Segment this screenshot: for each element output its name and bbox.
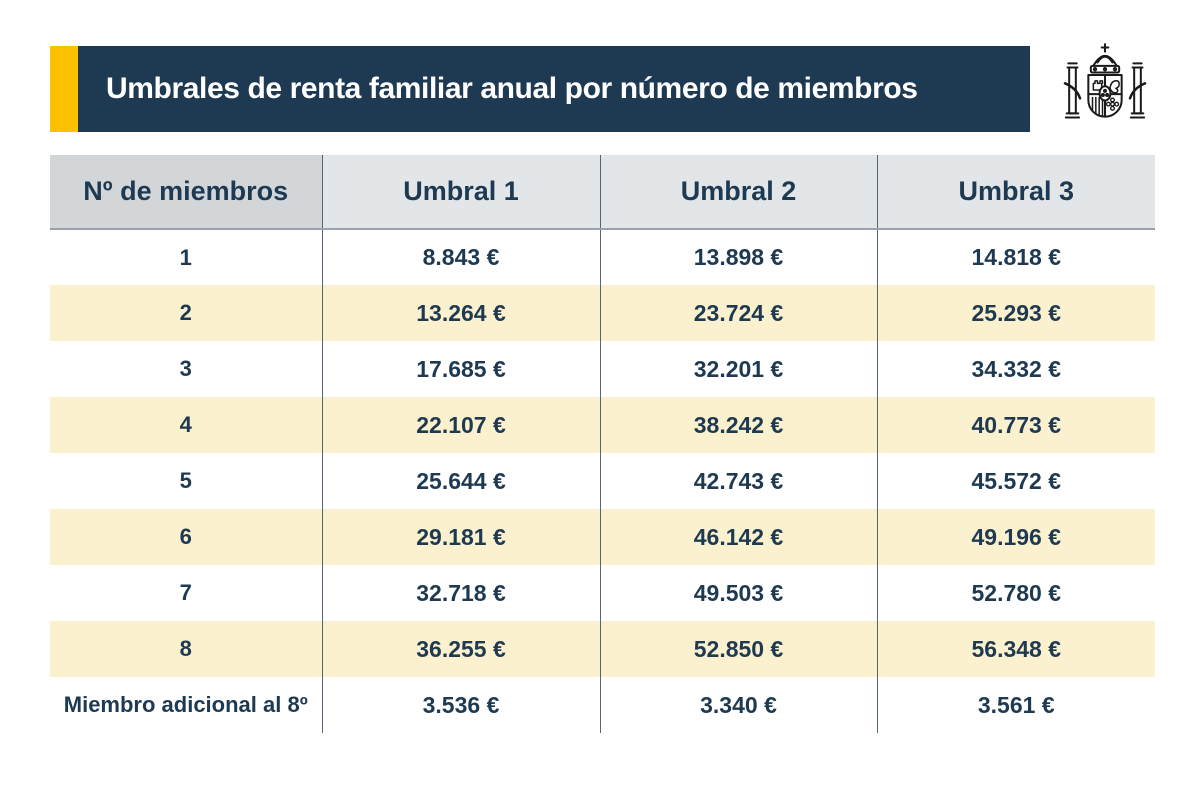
column-header-umbral-3: Umbral 3 — [876, 155, 1155, 230]
table-row: 5 25.644 €42.743 €45.572 € — [50, 453, 1155, 509]
value-cell: 3.561 € — [876, 677, 1155, 733]
row-label: 6 — [50, 509, 322, 565]
value-cell: 13.898 € — [599, 229, 877, 285]
value-cell: 49.196 € — [876, 509, 1155, 565]
row-label: 5 — [179, 468, 192, 493]
table-row: 4 22.107 €38.242 €40.773 € — [50, 397, 1155, 453]
value-cell: 25.644 € — [321, 453, 600, 509]
table-row: 8 36.255 €52.850 €56.348 € — [50, 621, 1155, 677]
column-header-umbral-2: Umbral 2 — [599, 155, 877, 230]
value-cell: 45.572 € — [876, 453, 1155, 509]
value-cell: 46.142 € — [599, 509, 877, 565]
row-label: 1 — [179, 244, 192, 270]
value-cell: 25.293 € — [876, 285, 1155, 341]
value-cell: 52.780 € — [876, 565, 1155, 621]
value-cell: 38.242 € — [599, 397, 877, 453]
table-header-row: Nº de miembros Umbral 1 Umbral 2 Umbral … — [50, 155, 1155, 230]
page-title: Umbrales de renta familiar anual por núm… — [106, 72, 918, 105]
title-bar: Umbrales de renta familiar anual por núm… — [78, 46, 1030, 132]
value-cell: 3.536 € — [321, 677, 600, 733]
value-cell: 36.255 € — [321, 621, 600, 677]
value-cell: 3.340 € — [599, 677, 877, 733]
table-row: 6 29.181 €46.142 €49.196 € — [50, 509, 1155, 565]
value-cell: 29.181 € — [321, 509, 600, 565]
table-row: 2 13.264 €23.724 €25.293 € — [50, 285, 1155, 341]
table-row: Miembro adicional al 8º 3.536 €3.340 €3.5… — [50, 677, 1155, 733]
column-header-miembros: Nº de miembros — [50, 155, 322, 230]
yellow-accent-bar — [50, 46, 78, 132]
value-cell: 14.818 € — [876, 229, 1155, 285]
value-cell: 17.685 € — [321, 341, 600, 397]
row-label: Miembro adicional al 8º — [63, 692, 308, 717]
column-header-umbral-1: Umbral 1 — [321, 155, 600, 230]
value-cell: 49.503 € — [599, 565, 877, 621]
table-row: 3 17.685 €32.201 €34.332 € — [50, 341, 1155, 397]
row-label: 8 — [50, 621, 322, 677]
value-cell: 40.773 € — [876, 397, 1155, 453]
value-cell: 13.264 € — [321, 285, 600, 341]
value-cell: 32.718 € — [321, 565, 600, 621]
coat-of-arms-icon — [1063, 43, 1147, 119]
value-cell: 23.724 € — [599, 285, 877, 341]
table-row: 7 32.718 €49.503 €52.780 € — [50, 565, 1155, 621]
value-cell: 56.348 € — [876, 621, 1155, 677]
value-cell: 34.332 € — [876, 341, 1155, 397]
value-cell: 8.843 € — [321, 229, 600, 285]
header-banner: Umbrales de renta familiar anual por núm… — [50, 46, 1030, 132]
thresholds-table: Nº de miembros Umbral 1 Umbral 2 Umbral … — [50, 155, 1155, 733]
row-label: 2 — [50, 285, 322, 341]
row-label: 7 — [179, 580, 192, 605]
value-cell: 22.107 € — [321, 397, 600, 453]
thresholds-table-container: Nº de miembros Umbral 1 Umbral 2 Umbral … — [50, 155, 1155, 733]
value-cell: 42.743 € — [599, 453, 877, 509]
table-row: 1 8.843 €13.898 €14.818 € — [50, 229, 1155, 285]
row-label: 4 — [50, 397, 322, 453]
value-cell: 32.201 € — [599, 341, 877, 397]
spain-coat-of-arms-logo — [1054, 40, 1156, 140]
value-cell: 52.850 € — [599, 621, 877, 677]
table-body: 1 8.843 €13.898 €14.818 €2 13.264 €23.724 … — [50, 229, 1155, 733]
row-label: 3 — [179, 356, 192, 381]
